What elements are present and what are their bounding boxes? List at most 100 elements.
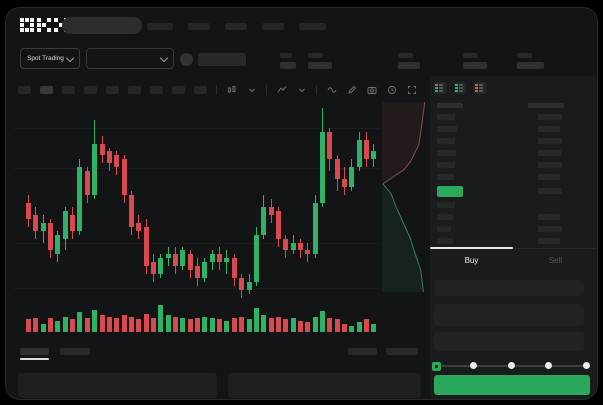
bid-row[interactable] bbox=[437, 214, 453, 220]
book-both-icon[interactable] bbox=[434, 82, 446, 94]
gridline bbox=[14, 128, 380, 129]
chevron-down-icon[interactable] bbox=[296, 85, 307, 96]
interval-button-skeleton[interactable] bbox=[172, 86, 185, 94]
chevron-down-icon bbox=[65, 53, 75, 62]
candle bbox=[334, 159, 340, 180]
bid-row[interactable] bbox=[437, 226, 451, 232]
candles-icon[interactable] bbox=[226, 85, 237, 96]
ask-row[interactable] bbox=[437, 138, 455, 144]
history-icon[interactable] bbox=[386, 85, 397, 96]
history-panel-skeleton[interactable] bbox=[228, 373, 421, 398]
candle bbox=[320, 131, 325, 203]
book-asks-icon[interactable] bbox=[474, 82, 486, 94]
volume-bar bbox=[342, 323, 348, 332]
chevron-down-icon[interactable] bbox=[246, 85, 257, 96]
nav-item-skeleton[interactable] bbox=[147, 23, 173, 30]
volume-bar bbox=[268, 318, 274, 332]
ask-row[interactable] bbox=[538, 126, 560, 132]
wave-icon[interactable] bbox=[326, 85, 337, 96]
volume-bar bbox=[261, 315, 267, 332]
volume-bar bbox=[334, 319, 340, 332]
candle bbox=[158, 258, 164, 275]
ask-row[interactable] bbox=[538, 174, 560, 180]
ask-row[interactable] bbox=[538, 150, 561, 156]
stat-value-skeleton bbox=[280, 62, 296, 69]
volume-bar bbox=[253, 308, 259, 332]
slider-stop-dot[interactable] bbox=[582, 362, 590, 369]
volume-bar bbox=[305, 322, 311, 332]
indicator-icon[interactable] bbox=[276, 85, 287, 96]
price-input[interactable] bbox=[434, 280, 584, 296]
order-panel: Buy Sell bbox=[430, 76, 597, 399]
bid-row[interactable] bbox=[538, 226, 562, 232]
interval-button-skeleton[interactable] bbox=[150, 86, 163, 94]
icon-row bbox=[475, 84, 485, 86]
total-input[interactable] bbox=[434, 332, 584, 351]
bottom-right-item-skeleton[interactable] bbox=[386, 348, 418, 355]
icon-line bbox=[439, 87, 443, 89]
pair-selector[interactable] bbox=[86, 48, 174, 69]
ask-row[interactable] bbox=[538, 138, 562, 144]
bid-row[interactable] bbox=[437, 202, 455, 208]
nav-item-skeleton[interactable] bbox=[262, 23, 284, 30]
pencil-icon[interactable] bbox=[346, 85, 357, 96]
candlestick-chart[interactable] bbox=[14, 94, 380, 300]
interval-button-skeleton[interactable] bbox=[62, 86, 75, 94]
search-input[interactable] bbox=[62, 17, 142, 34]
ask-row[interactable] bbox=[437, 150, 456, 156]
slider-stop-dot[interactable] bbox=[507, 362, 515, 369]
candle bbox=[40, 222, 46, 231]
interval-button-skeleton[interactable] bbox=[18, 86, 31, 94]
interval-button-skeleton[interactable] bbox=[106, 86, 119, 94]
last-price-skeleton bbox=[198, 53, 246, 66]
bid-row[interactable] bbox=[538, 238, 560, 244]
interval-button-skeleton[interactable] bbox=[40, 86, 53, 94]
bottom-tab-skeleton[interactable] bbox=[20, 348, 49, 355]
slider-stop-dot[interactable] bbox=[545, 362, 552, 369]
volume-bar bbox=[48, 318, 54, 332]
interval-button-skeleton[interactable] bbox=[128, 86, 141, 94]
bottom-right-item-skeleton[interactable] bbox=[348, 348, 377, 355]
expand-icon[interactable] bbox=[406, 85, 417, 96]
ask-row[interactable] bbox=[437, 126, 457, 132]
logo-cell bbox=[42, 18, 46, 22]
candle bbox=[327, 131, 333, 160]
icon-line bbox=[479, 90, 483, 92]
ask-row[interactable] bbox=[437, 162, 455, 168]
tab-sell[interactable]: Sell bbox=[548, 256, 563, 265]
bid-row[interactable] bbox=[437, 238, 453, 244]
buy-submit-button[interactable] bbox=[434, 375, 590, 395]
volume-bar bbox=[209, 318, 215, 332]
slider-handle[interactable] bbox=[431, 361, 441, 371]
interval-button-skeleton[interactable] bbox=[84, 86, 97, 94]
bid-row[interactable] bbox=[538, 214, 560, 220]
volume-bar bbox=[121, 315, 127, 332]
depth-chart bbox=[382, 102, 426, 292]
nav-item-skeleton[interactable] bbox=[299, 23, 326, 30]
amount-input[interactable] bbox=[434, 304, 584, 326]
last-price-row bbox=[538, 188, 562, 194]
icon-row bbox=[455, 90, 465, 92]
logo-cell bbox=[37, 18, 41, 22]
logo-cell bbox=[47, 23, 51, 27]
bottom-tab-skeleton[interactable] bbox=[60, 348, 90, 355]
orders-panel-skeleton[interactable] bbox=[18, 373, 217, 398]
interval-button-skeleton[interactable] bbox=[194, 86, 207, 94]
stat-label-skeleton bbox=[280, 53, 292, 58]
book-bids-icon[interactable] bbox=[454, 82, 466, 94]
market-type-selector[interactable]: Spot Trading bbox=[20, 48, 80, 69]
ask-row[interactable] bbox=[538, 114, 562, 120]
ask-row[interactable] bbox=[538, 162, 562, 168]
active-tab-indicator bbox=[430, 247, 513, 249]
tab-buy[interactable]: Buy bbox=[464, 256, 479, 265]
candle bbox=[121, 159, 127, 196]
ask-row[interactable] bbox=[437, 114, 455, 120]
volume-bar bbox=[150, 318, 156, 332]
nav-item-skeleton[interactable] bbox=[225, 23, 247, 30]
candle bbox=[84, 171, 90, 196]
gridline bbox=[14, 243, 380, 244]
nav-item-skeleton[interactable] bbox=[188, 23, 210, 30]
camera-icon[interactable] bbox=[366, 85, 377, 96]
slider-stop-dot[interactable] bbox=[470, 362, 477, 369]
ask-row[interactable] bbox=[437, 174, 454, 180]
